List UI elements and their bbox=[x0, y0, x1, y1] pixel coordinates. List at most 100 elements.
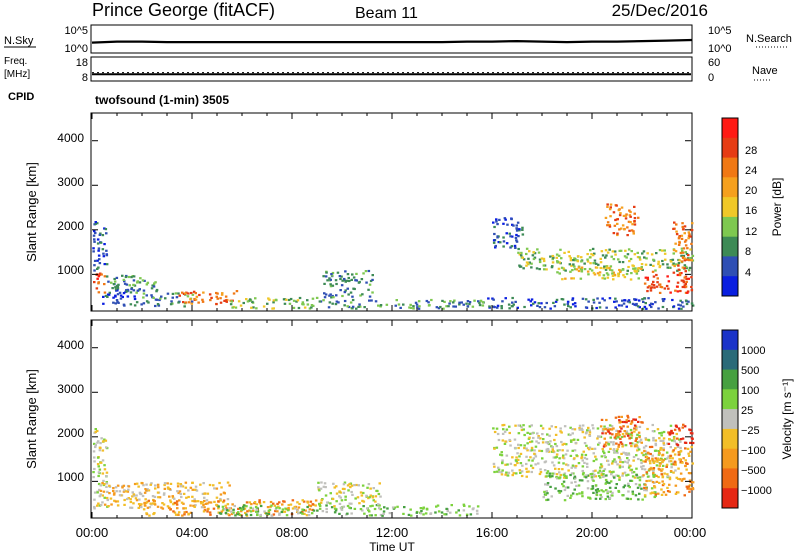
velocity-echo-cell bbox=[609, 436, 612, 439]
velocity-echo-cell bbox=[148, 506, 152, 509]
power-echo-cell bbox=[125, 290, 129, 293]
velocity-echo-cell bbox=[93, 456, 96, 459]
velocity-echo-cell bbox=[617, 490, 621, 493]
velocity-echo-cell bbox=[648, 468, 651, 471]
velocity-echo-cell bbox=[631, 475, 635, 478]
power-echo-cell bbox=[561, 278, 564, 281]
power-echo-cell bbox=[339, 289, 342, 292]
velocity-echo-cell bbox=[525, 462, 528, 466]
velocity-echo-cell bbox=[596, 427, 600, 430]
power-echo-cell bbox=[107, 280, 110, 283]
velocity-echo-cell bbox=[338, 502, 342, 505]
velocity-echo-cell bbox=[226, 503, 230, 506]
velocity-echo-cell bbox=[463, 504, 466, 507]
velocity-echo-cell bbox=[621, 445, 624, 448]
velocity-echo-cell bbox=[402, 512, 405, 515]
power-echo-cell bbox=[171, 296, 174, 299]
velocity-echo-cell bbox=[643, 494, 647, 497]
velocity-echo-cell bbox=[629, 422, 633, 425]
velocity-echo-cell bbox=[585, 474, 588, 477]
velocity-echo-cell bbox=[254, 506, 258, 509]
power-echo-cell bbox=[496, 304, 500, 307]
xtick-3: 12:00 bbox=[376, 525, 409, 540]
power-echo-cell bbox=[676, 281, 680, 284]
velocity-echo-cell bbox=[177, 511, 181, 514]
power-echo-cell bbox=[166, 292, 170, 295]
velocity-echo-cell bbox=[644, 437, 647, 440]
power-echo-cell bbox=[525, 252, 528, 256]
velocity-echo-cell bbox=[575, 484, 578, 487]
power-echo-cell bbox=[502, 222, 505, 225]
velocity-echo-cell bbox=[636, 486, 640, 489]
power-echo-cell bbox=[151, 296, 154, 299]
velocity-echo-cell bbox=[96, 491, 99, 494]
velocity-echo-cell bbox=[618, 478, 621, 481]
velocity-echo-cell bbox=[597, 474, 601, 478]
velocity-echo-cell bbox=[581, 431, 585, 434]
velocity-echo-cell bbox=[340, 499, 344, 502]
velocity-echo-cell bbox=[643, 468, 647, 471]
velocity-echo-cell bbox=[361, 509, 364, 512]
velocity-colorbar-frame bbox=[721, 329, 739, 509]
velocity-echo-cell bbox=[555, 473, 559, 476]
velocity-echo-cell bbox=[598, 441, 601, 444]
velocity-echo-cell bbox=[196, 500, 200, 503]
velocity-echo-cell bbox=[518, 469, 522, 472]
nsearch-tick-bottom: 10^0 bbox=[708, 43, 732, 55]
velocity-echo-cell bbox=[110, 503, 113, 506]
power-echo-cell bbox=[573, 268, 577, 271]
power-echo-cell bbox=[520, 254, 523, 257]
power-echo-cell bbox=[511, 296, 514, 300]
power-echo-cell bbox=[119, 294, 123, 297]
power-echo-cell bbox=[287, 298, 291, 302]
velocity-echo-cell bbox=[526, 431, 529, 434]
velocity-echo-cell bbox=[617, 456, 621, 459]
power-echo-cell bbox=[453, 299, 456, 302]
velocity-echo-cell bbox=[255, 508, 258, 511]
power-echo-cell bbox=[681, 222, 684, 225]
velocity-echo-cell bbox=[577, 484, 581, 487]
velocity-echo-cell bbox=[102, 490, 106, 493]
velocity-echo-cell bbox=[677, 427, 681, 430]
velocity-echo-cell bbox=[369, 494, 372, 497]
velocity-echo-cell bbox=[550, 445, 553, 448]
power-echo-cell bbox=[272, 299, 276, 302]
velocity-echo-cell bbox=[513, 446, 517, 450]
power-echo-cell bbox=[625, 213, 628, 216]
velocity-echo-cell bbox=[407, 513, 411, 516]
velocity-echo-cell bbox=[505, 471, 508, 474]
power-echo-cell bbox=[215, 291, 218, 295]
velocity-echo-cell bbox=[103, 483, 106, 486]
velocity-echo-cell bbox=[543, 469, 547, 472]
velocity-echo-cell bbox=[191, 481, 194, 484]
velocity-echo-cell bbox=[563, 425, 567, 428]
power-echo-cell bbox=[610, 255, 613, 258]
velocity-echo-cell bbox=[435, 505, 438, 508]
power-cbar-tick-20: 20 bbox=[745, 185, 757, 197]
power-echo-cell bbox=[667, 280, 671, 283]
velocity-echo-cell bbox=[599, 463, 603, 466]
velocity-echo-cell bbox=[245, 513, 248, 516]
power-echo-cell bbox=[510, 245, 514, 248]
velocity-echo-cell bbox=[661, 480, 664, 483]
power-echo-cell bbox=[662, 299, 665, 303]
velocity-echo-cell bbox=[517, 443, 520, 446]
velocity-echo-cell bbox=[606, 441, 609, 444]
velocity-echo-cell bbox=[511, 474, 514, 477]
power-echo-cell bbox=[675, 285, 679, 288]
power-echo-cell bbox=[551, 258, 554, 261]
power-echo-cell bbox=[679, 251, 683, 254]
velocity-echo-cell bbox=[626, 452, 629, 455]
velocity-echo-cell bbox=[620, 415, 623, 418]
velocity-echo-cell bbox=[101, 494, 104, 497]
power-echo-cell bbox=[592, 301, 596, 304]
power-echo-cell bbox=[335, 282, 338, 286]
velocity-echo-cell bbox=[305, 514, 309, 517]
power-echo-cell bbox=[117, 301, 120, 304]
power-echo-cell bbox=[113, 277, 116, 281]
power-echo-cell bbox=[99, 241, 103, 244]
velocity-echo-cell bbox=[662, 437, 666, 440]
power-echo-cell bbox=[504, 218, 507, 221]
power-echo-cell bbox=[171, 292, 175, 295]
power-echo-cell bbox=[537, 251, 541, 254]
